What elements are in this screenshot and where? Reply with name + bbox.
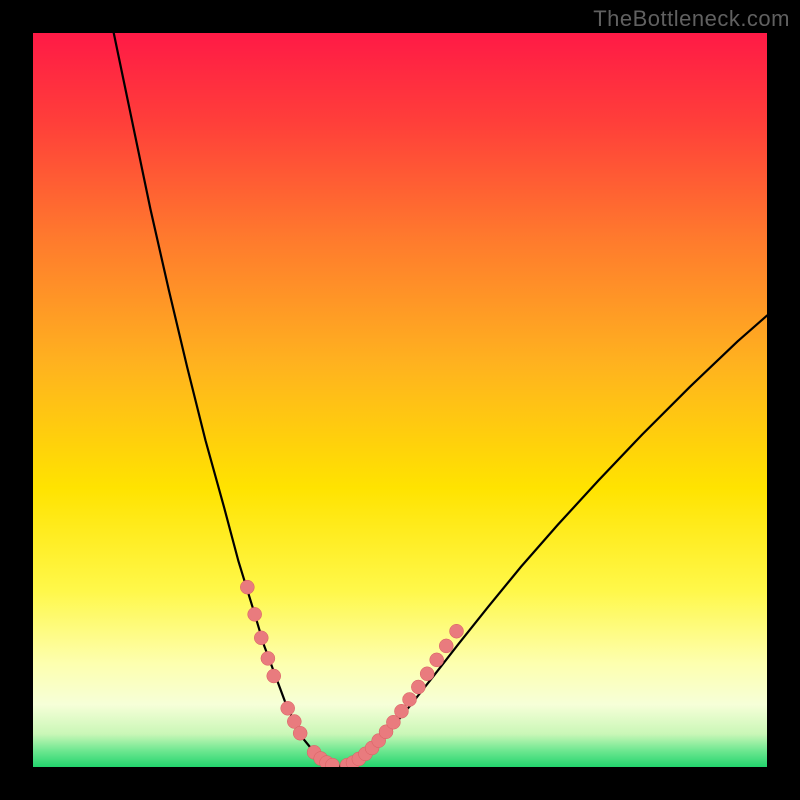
data-marker: [394, 704, 408, 718]
data-marker: [411, 680, 425, 694]
data-marker: [240, 580, 254, 594]
data-marker: [420, 667, 434, 681]
data-marker: [267, 669, 281, 683]
data-marker: [293, 726, 307, 740]
data-marker: [254, 631, 268, 645]
data-marker: [325, 758, 339, 772]
data-marker: [450, 624, 464, 638]
watermark-text: TheBottleneck.com: [593, 6, 790, 32]
data-marker: [261, 651, 275, 665]
data-marker: [403, 692, 417, 706]
data-marker: [439, 639, 453, 653]
gradient-background: [33, 33, 767, 767]
data-marker: [281, 701, 295, 715]
bottleneck-curve-chart: [0, 0, 800, 800]
data-marker: [248, 607, 262, 621]
chart-container: TheBottleneck.com: [0, 0, 800, 800]
data-marker: [430, 653, 444, 667]
